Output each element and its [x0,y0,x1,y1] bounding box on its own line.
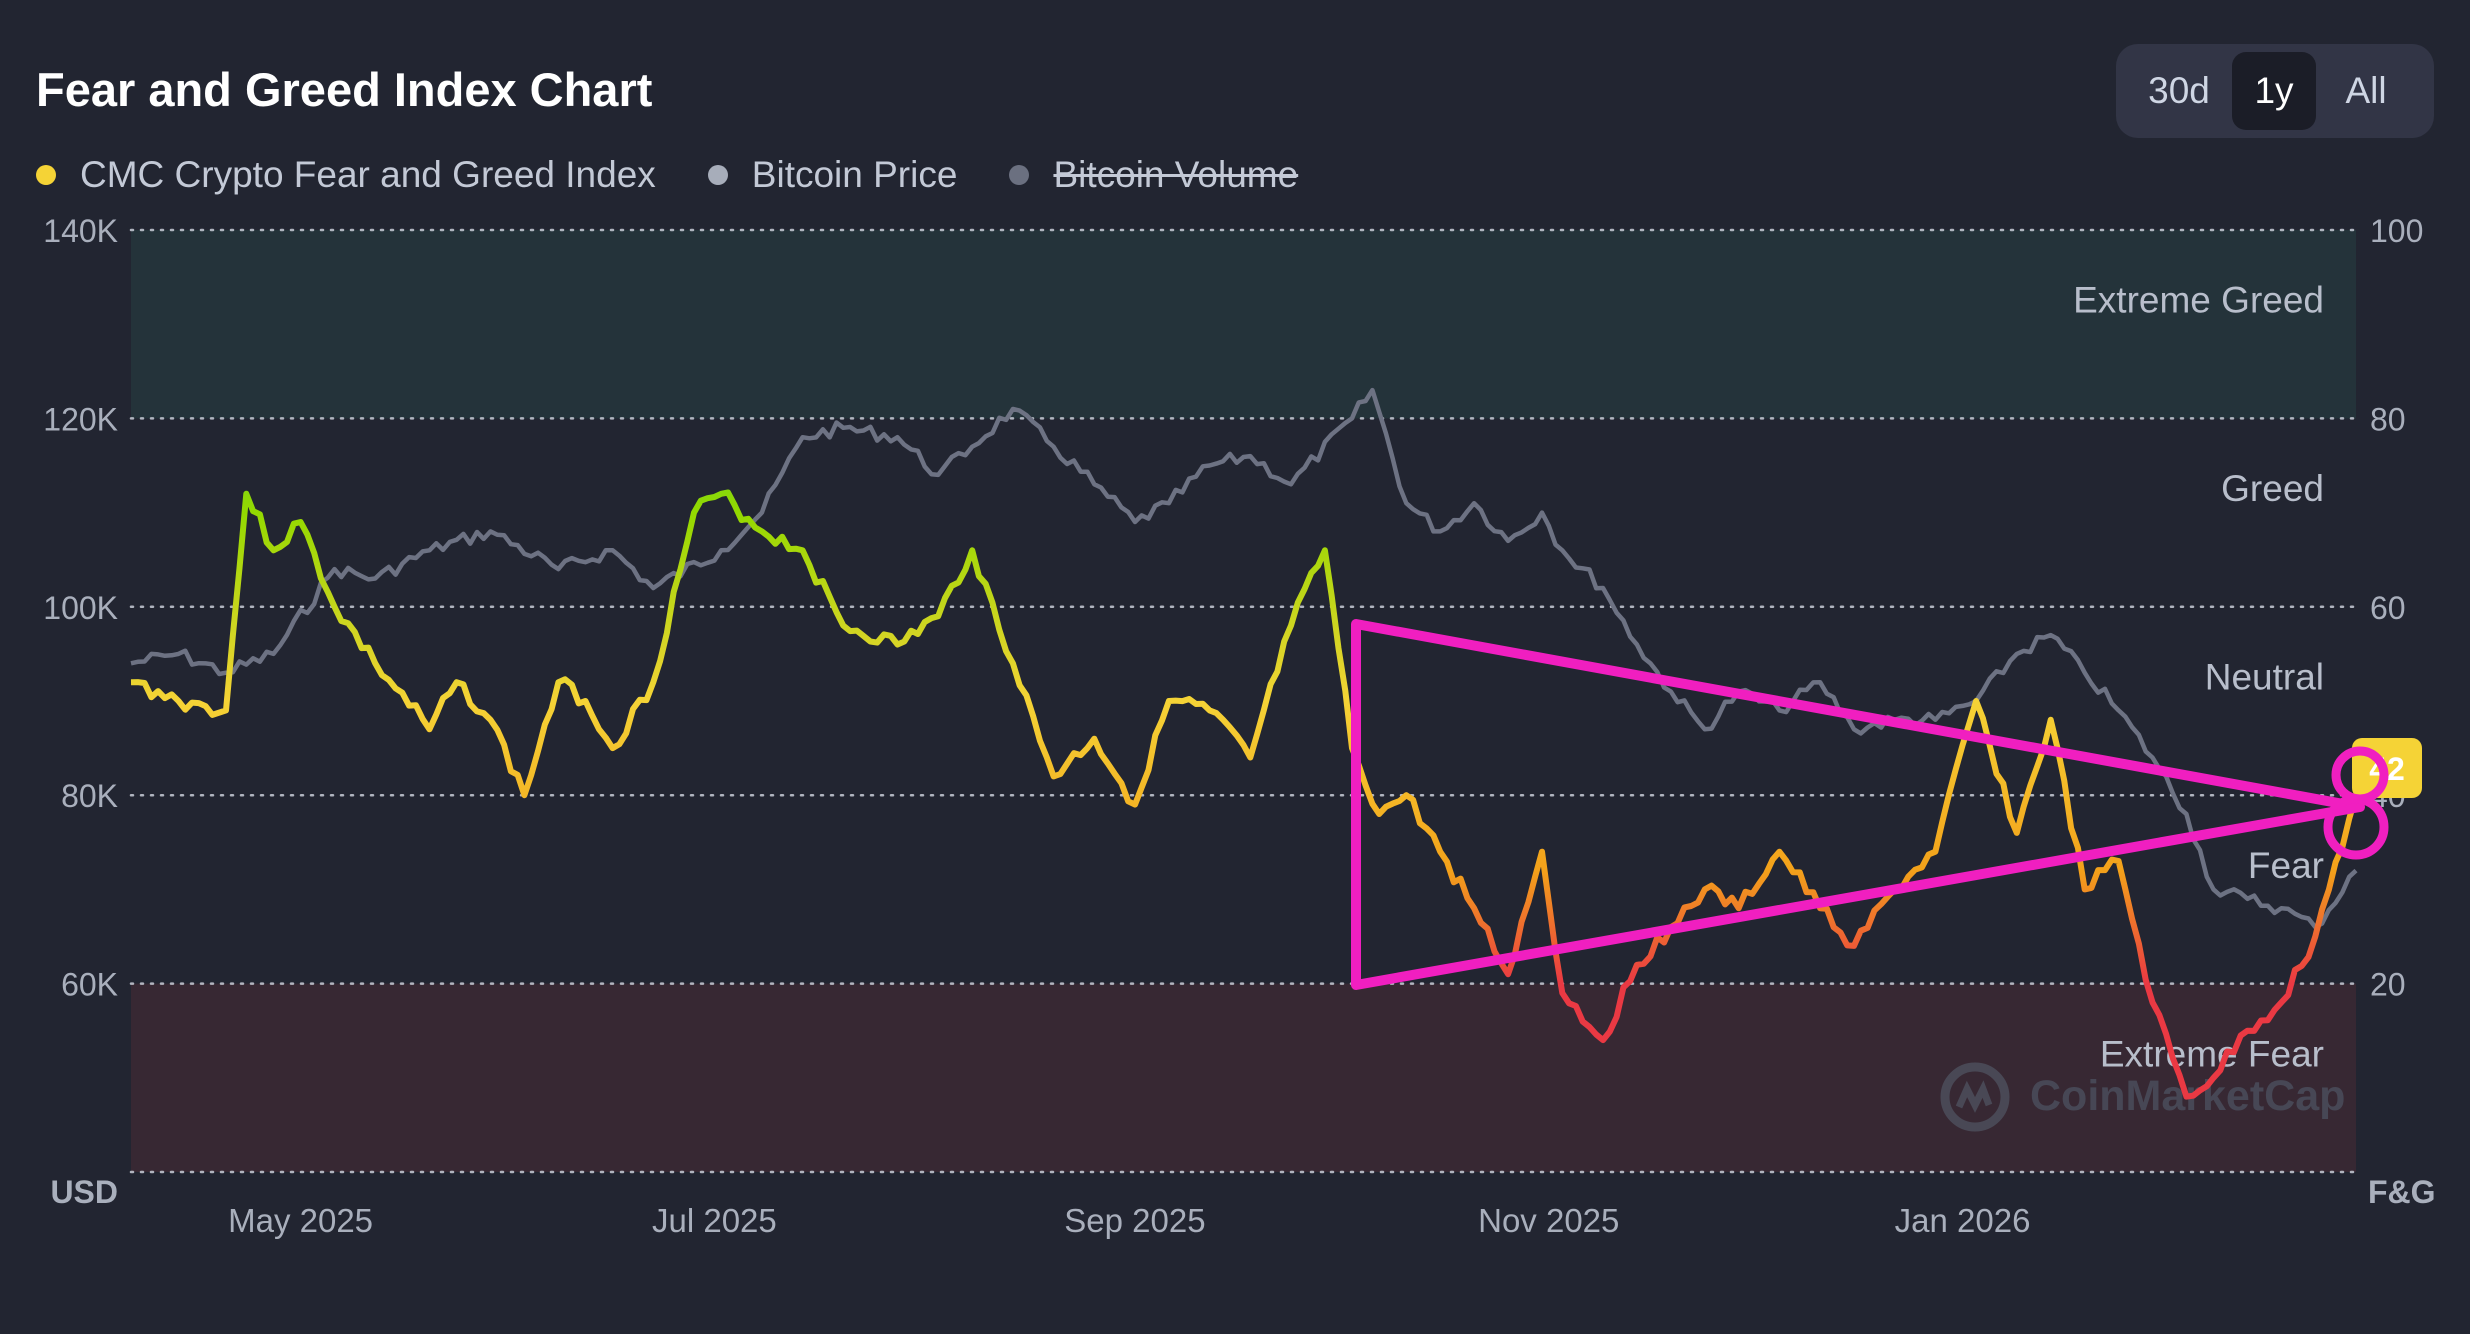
chart-legend: CMC Crypto Fear and Greed Index Bitcoin … [36,154,1350,196]
y-right-tick-label: 80 [2370,401,2406,437]
legend-dot-icon [707,165,728,185]
extreme-fear-band [131,983,2356,1172]
coinmarketcap-logo-icon [1940,1062,2010,1132]
y-left-tick-label: 140K [43,213,118,249]
range-1y-button[interactable]: 1y [2232,52,2316,130]
zone-label: Fear [2248,845,2324,886]
x-tick-label: Jul 2025 [652,1202,777,1239]
grid-lines [129,228,2358,1174]
annotation-circles [2323,746,2389,860]
y-right-tick-label: 100 [2370,213,2423,249]
legend-item-fear-greed-index[interactable]: CMC Crypto Fear and Greed Index [36,154,656,196]
y-left-tick-label: 60K [61,967,118,1003]
annotation-circle [2323,794,2389,860]
zone-label: Greed [2221,468,2324,509]
triangle-shape [1351,619,2365,990]
x-tick-label: May 2025 [228,1202,373,1239]
legend-item-bitcoin-price[interactable]: Bitcoin Price [707,154,958,196]
x-tick-label: Nov 2025 [1478,1202,1619,1239]
y-right-tick-label: 20 [2370,967,2406,1003]
fear-greed-line [130,489,2359,1100]
y-left-tick-label: 80K [61,778,118,814]
legend-dot-icon [36,165,56,185]
range-30d-button[interactable]: 30d [2148,70,2210,111]
zone-label: Extreme Fear [2100,1033,2324,1074]
range-all-button[interactable]: All [2345,70,2387,111]
legend-label: Bitcoin Price [751,154,958,195]
zone-label: Neutral [2205,656,2324,697]
legend-label: CMC Crypto Fear and Greed Index [80,154,656,195]
legend-item-bitcoin-volume[interactable]: Bitcoin Volume [1009,154,1298,196]
y-left-tick-label: 120K [43,401,118,437]
y-right-unit-label: F&G [2368,1174,2436,1210]
zone-bands [131,230,2356,1172]
extreme-greed-band [131,230,2356,419]
x-tick-label: Sep 2025 [1064,1202,1205,1239]
time-range-selector: 30d 1y All [2116,44,2434,138]
y-left-unit-label: USD [50,1174,118,1210]
y-left-tick-label: 100K [43,590,118,626]
legend-dot-icon [1009,165,1030,185]
zone-labels: Extreme Greed Greed Neutral Fear Extreme Fea… [2073,280,2324,1075]
bitcoin-price-line [130,387,2358,930]
zone-label: Extreme Greed [2073,280,2324,321]
page-title: Fear and Greed Index Chart [36,63,653,116]
legend-label: Bitcoin Volume [1053,154,1299,195]
triangle-annotation [1351,619,2365,990]
x-tick-label: Jan 2026 [1895,1202,2031,1239]
y-right-tick-label: 60 [2370,590,2406,626]
